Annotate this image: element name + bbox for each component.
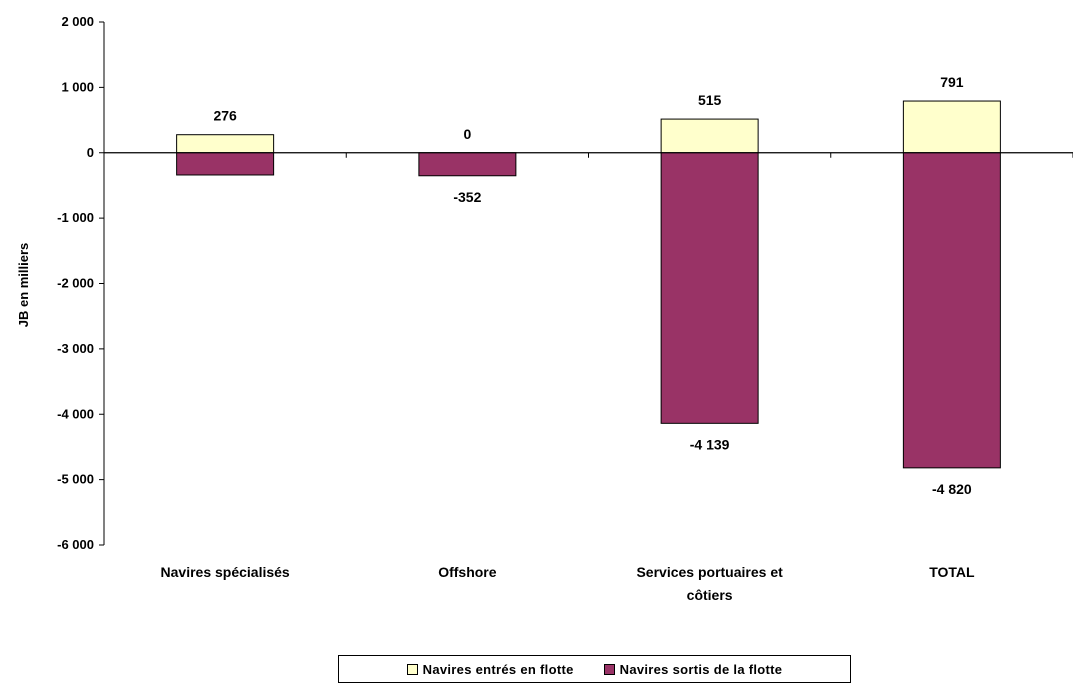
data-label-exits: -4 139 bbox=[690, 436, 730, 452]
category-label: Navires spécialisés bbox=[161, 564, 290, 580]
category-label: Services portuaires et côtiers bbox=[636, 564, 783, 603]
data-label-exits: -4 820 bbox=[932, 481, 972, 497]
category-label: TOTAL bbox=[929, 564, 975, 580]
bar-exits bbox=[660, 152, 759, 424]
y-tick-label: 0 bbox=[87, 145, 94, 160]
legend-item-entries: Navires entrés en flotte bbox=[406, 661, 574, 677]
data-label-entries: 276 bbox=[213, 108, 237, 124]
legend: Navires entrés en flotte Navires sortis … bbox=[338, 655, 851, 683]
bars bbox=[104, 100, 1073, 469]
y-tick-label: -3 000 bbox=[57, 341, 94, 356]
legend-label-exits: Navires sortis de la flotte bbox=[619, 661, 783, 677]
data-label-entries: 515 bbox=[698, 92, 722, 108]
y-axis-title: JB en milliers bbox=[16, 243, 31, 328]
data-label-entries: 0 bbox=[463, 126, 471, 142]
bar-entries bbox=[660, 118, 759, 154]
data-label-exits: -352 bbox=[453, 189, 481, 205]
category-label: Offshore bbox=[438, 564, 497, 580]
chart: 2 000 1 000 0 -1 000 -2 000 -3 000 -4 000 -5 00… bbox=[16, 14, 1073, 603]
bar-exits bbox=[902, 152, 1001, 469]
y-tick-label: 2 000 bbox=[61, 14, 94, 29]
legend-swatch-exits bbox=[603, 663, 615, 675]
bar-entries bbox=[176, 134, 275, 154]
legend-label-entries: Navires entrés en flotte bbox=[422, 661, 574, 677]
y-tick-label: 1 000 bbox=[61, 79, 94, 94]
data-labels: 276 0 -352 515 -4 139 791 -4 820 bbox=[213, 74, 971, 497]
y-tick-label: -2 000 bbox=[57, 276, 94, 291]
bar-exits bbox=[418, 152, 517, 177]
bar-exits bbox=[176, 152, 275, 176]
legend-item-exits: Navires sortis de la flotte bbox=[603, 661, 783, 677]
bar-entries bbox=[902, 100, 1001, 154]
y-tick-label: -4 000 bbox=[57, 406, 94, 421]
y-tick-label: -1 000 bbox=[57, 210, 94, 225]
data-label-entries: 791 bbox=[940, 74, 964, 90]
legend-swatch-entries bbox=[406, 663, 418, 675]
y-tick-label: -6 000 bbox=[57, 537, 94, 552]
y-tick-label: -5 000 bbox=[57, 472, 94, 487]
